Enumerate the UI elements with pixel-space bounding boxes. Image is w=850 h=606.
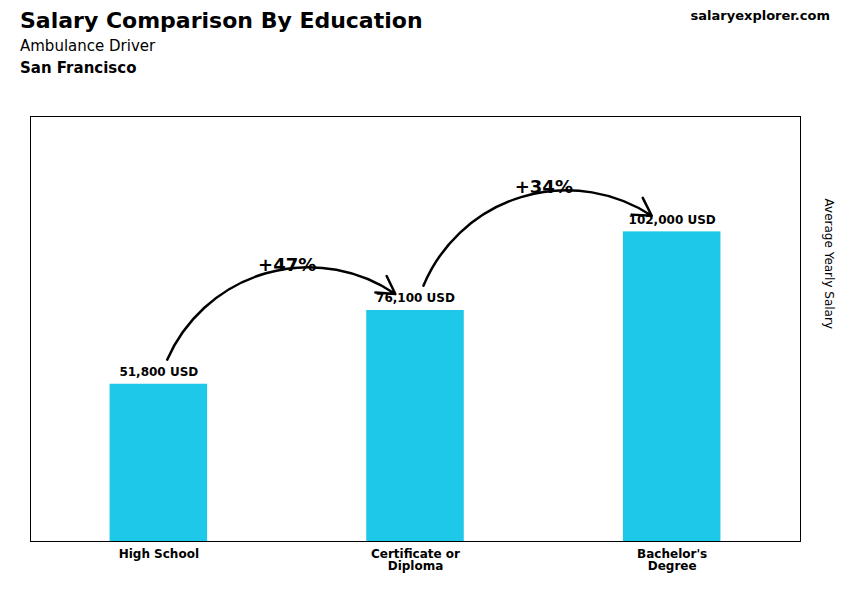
svg-text:Bachelor'sDegree: Bachelor'sDegree [637,547,707,573]
svg-text:Certificate orDiploma: Certificate orDiploma [371,547,460,573]
svg-text:102,000 USD: 102,000 USD [628,212,716,227]
svg-text:51,800 USD: 51,800 USD [119,365,198,379]
svg-text:+47%: +47% [258,254,316,275]
html-text:Ambulance Driver: Ambulance Driver [20,37,156,55]
svg-text:76,100 USD: 76,100 USD [376,291,455,306]
html-text:San Francisco: San Francisco [20,59,137,77]
svg-text:Average Yearly Salary: Average Yearly Salary [822,199,836,329]
svg-text:+34%: +34% [515,176,573,197]
html-text:salaryexplorer.com: salaryexplorer.com [690,8,830,23]
html-text:Salary Comparison By Education: Salary Comparison By Education [20,8,423,33]
svg-text:High School: High School [119,547,199,561]
